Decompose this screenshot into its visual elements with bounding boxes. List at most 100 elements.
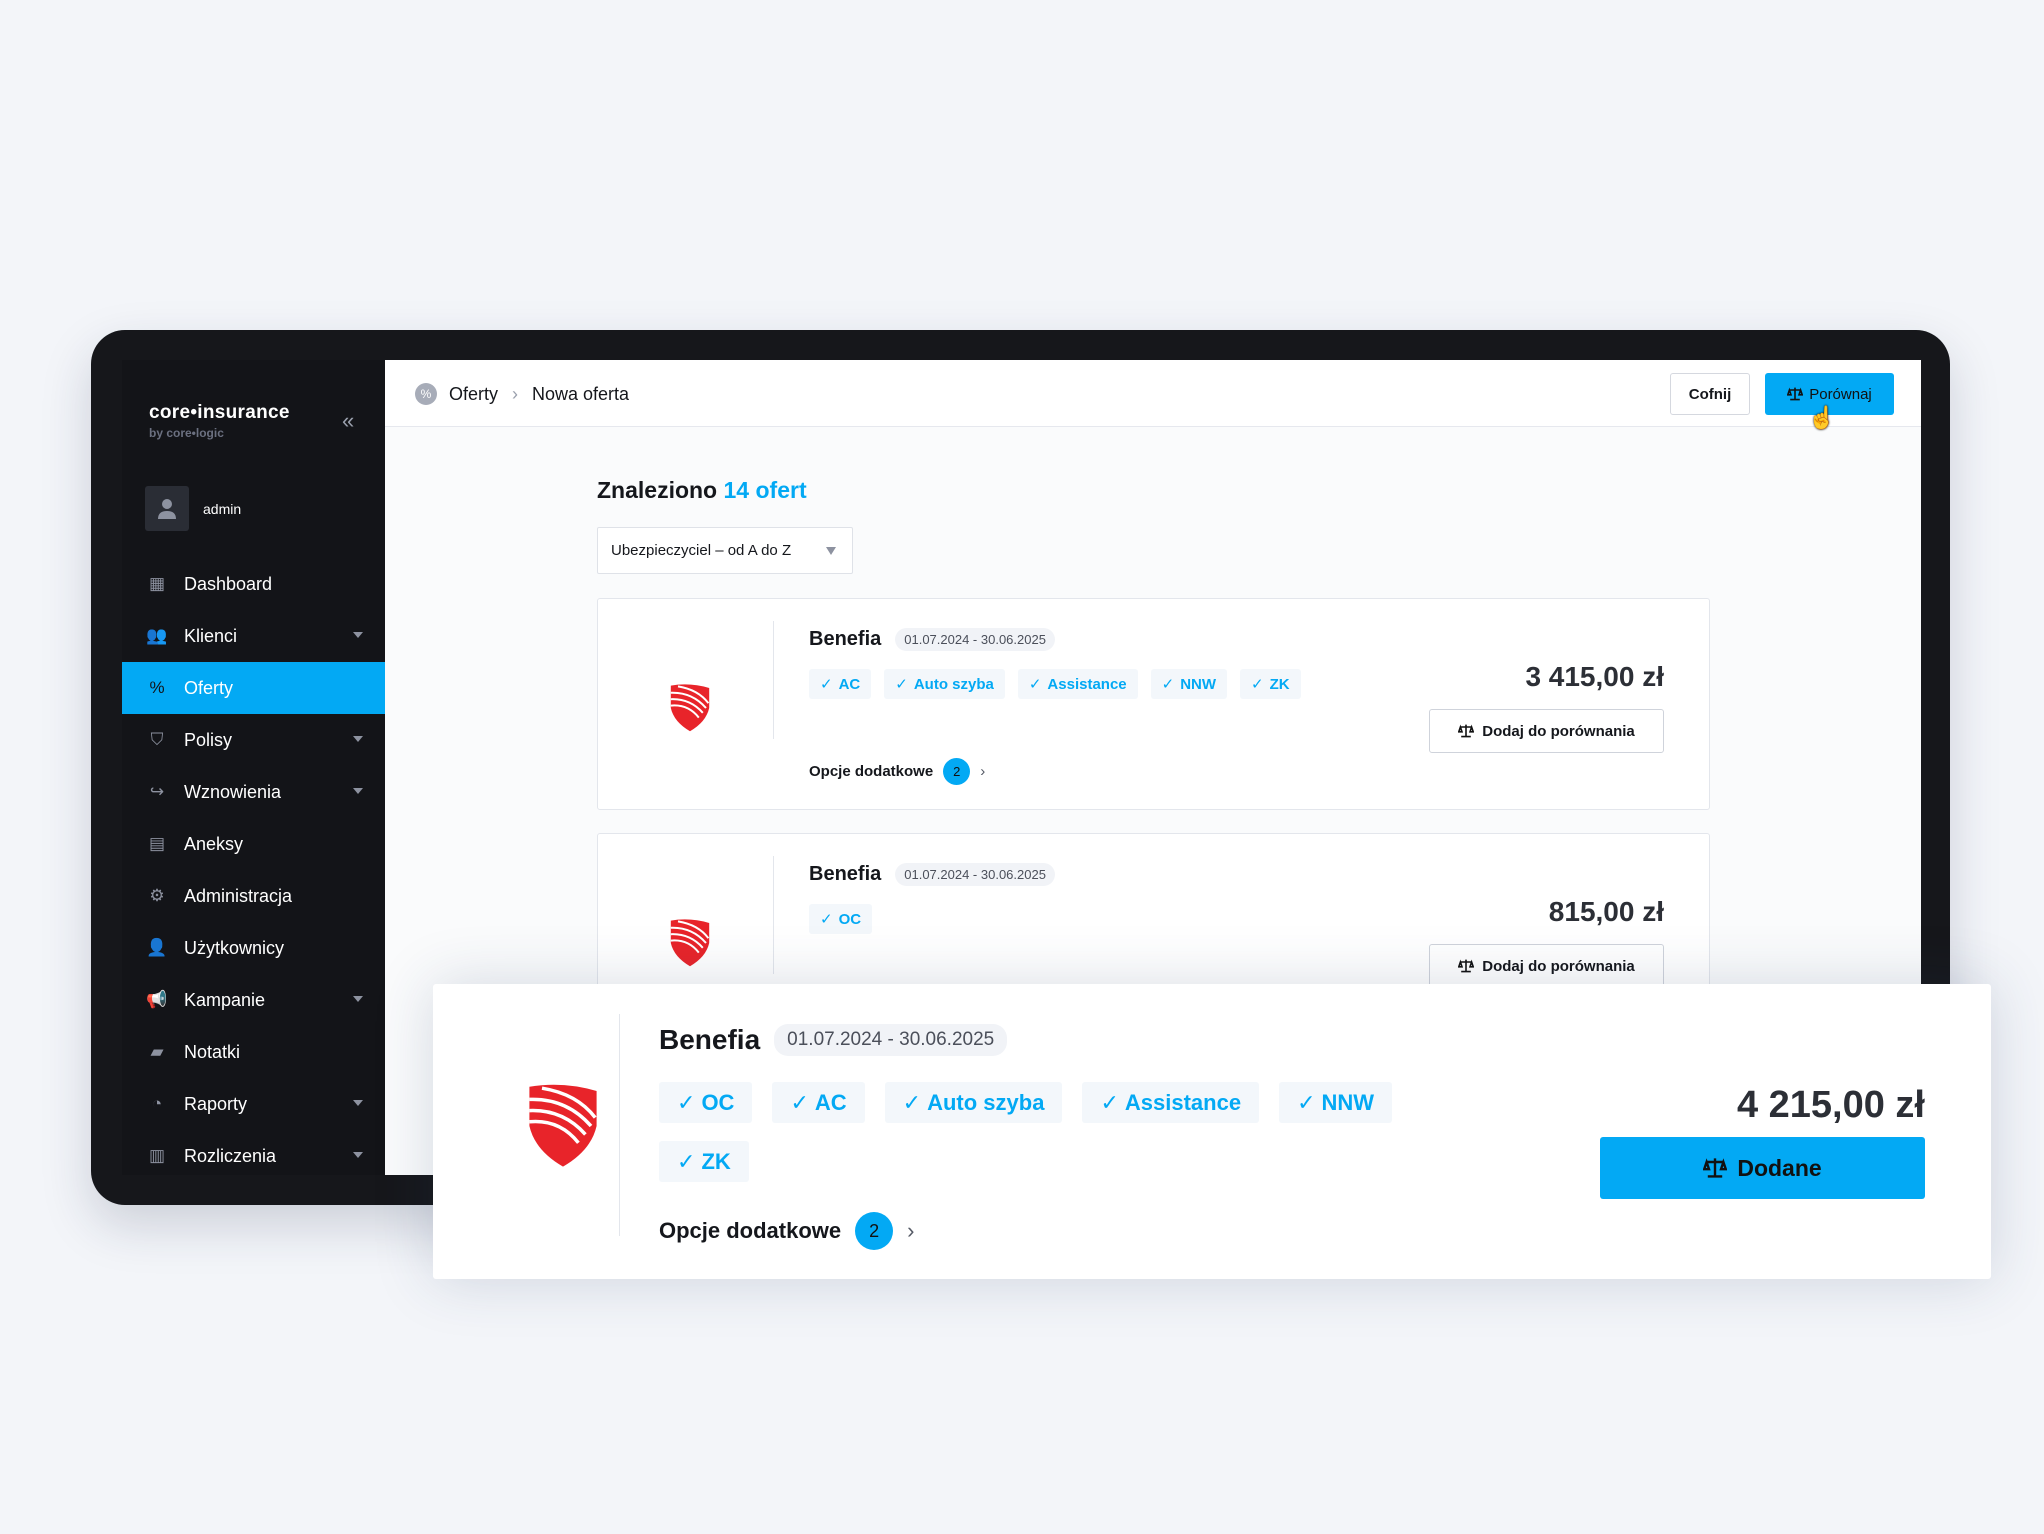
results-heading: Znaleziono 14 ofert (597, 477, 807, 504)
avatar[interactable] (145, 486, 189, 531)
caret-down-icon (353, 788, 363, 794)
user-icon (158, 498, 176, 519)
added-to-comparison-button[interactable]: Dodane (1600, 1137, 1925, 1199)
back-button[interactable]: Cofnij (1670, 373, 1750, 415)
hand-cursor-icon: ☝ (1808, 405, 1836, 430)
sidebar-item-kampanie[interactable]: 📢 Kampanie (122, 974, 385, 1026)
check-icon: ✓ (1028, 676, 1042, 693)
caret-down-icon (353, 1152, 363, 1158)
results-prefix: Znaleziono (597, 477, 718, 503)
users-icon: 👤 (146, 938, 168, 957)
coverage-tag: ✓ Assistance (1017, 669, 1138, 699)
policy-period: 01.07.2024 - 30.06.2025 (774, 1024, 1008, 1056)
breadcrumb-item-offers[interactable]: Oferty (449, 383, 499, 404)
coverage-label: Assistance (1047, 675, 1127, 693)
annex-icon: ▤ (148, 834, 166, 853)
percent-icon: % (149, 678, 165, 697)
coverage-label: NNW (1321, 1089, 1375, 1115)
brand-logo: core•insurance (149, 402, 290, 423)
scale-icon (1703, 1156, 1727, 1180)
check-icon: ✓ (820, 676, 833, 693)
admin-icon: ⚙ (149, 886, 165, 905)
top-bar: % Oferty › Nowa oferta Cofnij Porównaj ☝ (385, 360, 1921, 430)
policy-period: 01.07.2024 - 30.06.2025 (895, 863, 1055, 886)
clients-icon: 👥 (146, 626, 168, 645)
coverage-label: OC (701, 1089, 735, 1115)
sidebar-item-administracja[interactable]: ⚙ Administracja (122, 870, 385, 922)
compare-button[interactable]: Porównaj (1765, 373, 1894, 415)
insurer-name: Benefia (809, 863, 882, 885)
chevron-right-icon: › (907, 1218, 915, 1243)
sidebar-item-oferty[interactable]: % Oferty (122, 662, 385, 714)
sort-select[interactable]: Ubezpieczyciel – od A do Z (597, 527, 853, 574)
insurer-name: Benefia (809, 628, 882, 650)
caret-down-icon (353, 632, 363, 638)
sidebar-nav: ▦ Dashboard 👥 Klienci% Oferty ⛉ Polisy ↪ Wznowie… (122, 558, 385, 1175)
insurer-name: Benefia (659, 1024, 761, 1055)
sidebar-item-polisy[interactable]: ⛉ Polisy (122, 714, 385, 766)
scale-icon (1787, 386, 1803, 402)
sidebar-item-aneksy[interactable]: ▤ Aneksy (122, 818, 385, 870)
sidebar-item-label: Aneksy (184, 833, 244, 854)
sidebar: core•insurance by core•logic « admin ▦ Da… (122, 360, 385, 1175)
note-icon: ▰ (150, 1042, 164, 1061)
insurer-logo (528, 1084, 598, 1168)
sidebar-item-użytkownicy[interactable]: 👤 Użytkownicy (122, 922, 385, 974)
pie-chart-icon: ◔ (151, 1094, 163, 1113)
button-label: Dodane (1737, 1154, 1822, 1181)
sidebar-item-klienci[interactable]: 👥 Klienci (122, 610, 385, 662)
coverage-label: Auto szyba (913, 675, 994, 693)
coverage-label: ZK (701, 1148, 731, 1174)
options-count-badge: 2 (943, 758, 971, 785)
policy-period: 01.07.2024 - 30.06.2025 (895, 628, 1055, 651)
check-icon: ✓ (820, 911, 833, 928)
coverage-label: Assistance (1124, 1089, 1242, 1115)
coverage-tag: ✓ AC (809, 669, 872, 699)
sidebar-item-dashboard[interactable]: ▦ Dashboard (122, 558, 385, 610)
sidebar-item-rozliczenia[interactable]: ▥ Rozliczenia (122, 1130, 385, 1175)
offer-title: Benefia 01.07.2024 - 30.06.2025 (659, 1024, 1008, 1056)
sidebar-item-wznowienia[interactable]: ↪ Wznowienia (122, 766, 385, 818)
breadcrumb: % Oferty › Nowa oferta (415, 383, 629, 405)
sidebar-item-label: Kampanie (184, 989, 266, 1010)
shield-icon: ⛉ (150, 730, 164, 749)
coverage-tags: ✓ OC ✓ AC ✓ Auto szyba ✓ Assistance ✓ NNW ✓ ZK (659, 1082, 1459, 1182)
renew-icon: ↪ (149, 782, 165, 801)
sort-value: Ubezpieczyciel – od A do Z (611, 542, 792, 559)
additional-options-link[interactable]: Opcje dodatkowe 2 › (809, 758, 985, 785)
sidebar-item-notatki[interactable]: ▰ Notatki (122, 1026, 385, 1078)
percent-icon: % (415, 383, 437, 405)
username: admin (203, 501, 242, 517)
invoice-icon: ▥ (148, 1146, 166, 1165)
divider (619, 1014, 620, 1236)
sidebar-item-raporty[interactable]: ◔ Raporty (122, 1078, 385, 1130)
check-icon: ✓ (677, 1148, 696, 1174)
dashboard-icon: ▦ (148, 574, 166, 593)
check-icon: ✓ (677, 1089, 696, 1115)
results-count: 14 ofert (723, 477, 807, 503)
megaphone-icon: 📢 (146, 990, 168, 1009)
sidebar-item-label: Polisy (184, 729, 233, 750)
sidebar-item-label: Rozliczenia (184, 1145, 277, 1166)
check-icon: ✓ (1100, 1089, 1119, 1115)
coverage-tags: ✓ OC (809, 904, 1369, 934)
sidebar-item-label: Notatki (184, 1041, 241, 1062)
caret-down-icon (353, 996, 363, 1002)
coverage-tag: ✓ ZK (659, 1141, 749, 1182)
divider (773, 621, 774, 739)
collapse-sidebar-icon[interactable]: « (342, 408, 355, 433)
insurer-logo (670, 683, 710, 733)
add-to-comparison-button[interactable]: Dodaj do porównania (1429, 709, 1664, 753)
additional-options-link[interactable]: Opcje dodatkowe 2 › (659, 1212, 914, 1250)
coverage-tag: ✓ NNW (1150, 669, 1228, 699)
check-icon: ✓ (1161, 676, 1175, 693)
coverage-tag: ✓ Auto szyba (884, 669, 1005, 699)
add-to-comparison-button[interactable]: Dodaj do porównania (1429, 944, 1664, 988)
sidebar-item-label: Oferty (184, 677, 234, 698)
button-label: Dodaj do porównania (1482, 722, 1635, 740)
options-label: Opcje dodatkowe (809, 763, 934, 780)
coverage-tag: ✓ AC (772, 1082, 865, 1123)
breadcrumb-item-new-offer: Nowa oferta (532, 383, 630, 404)
coverage-tag: ✓ Assistance (1082, 1082, 1260, 1123)
sidebar-item-label: Raporty (184, 1093, 248, 1114)
